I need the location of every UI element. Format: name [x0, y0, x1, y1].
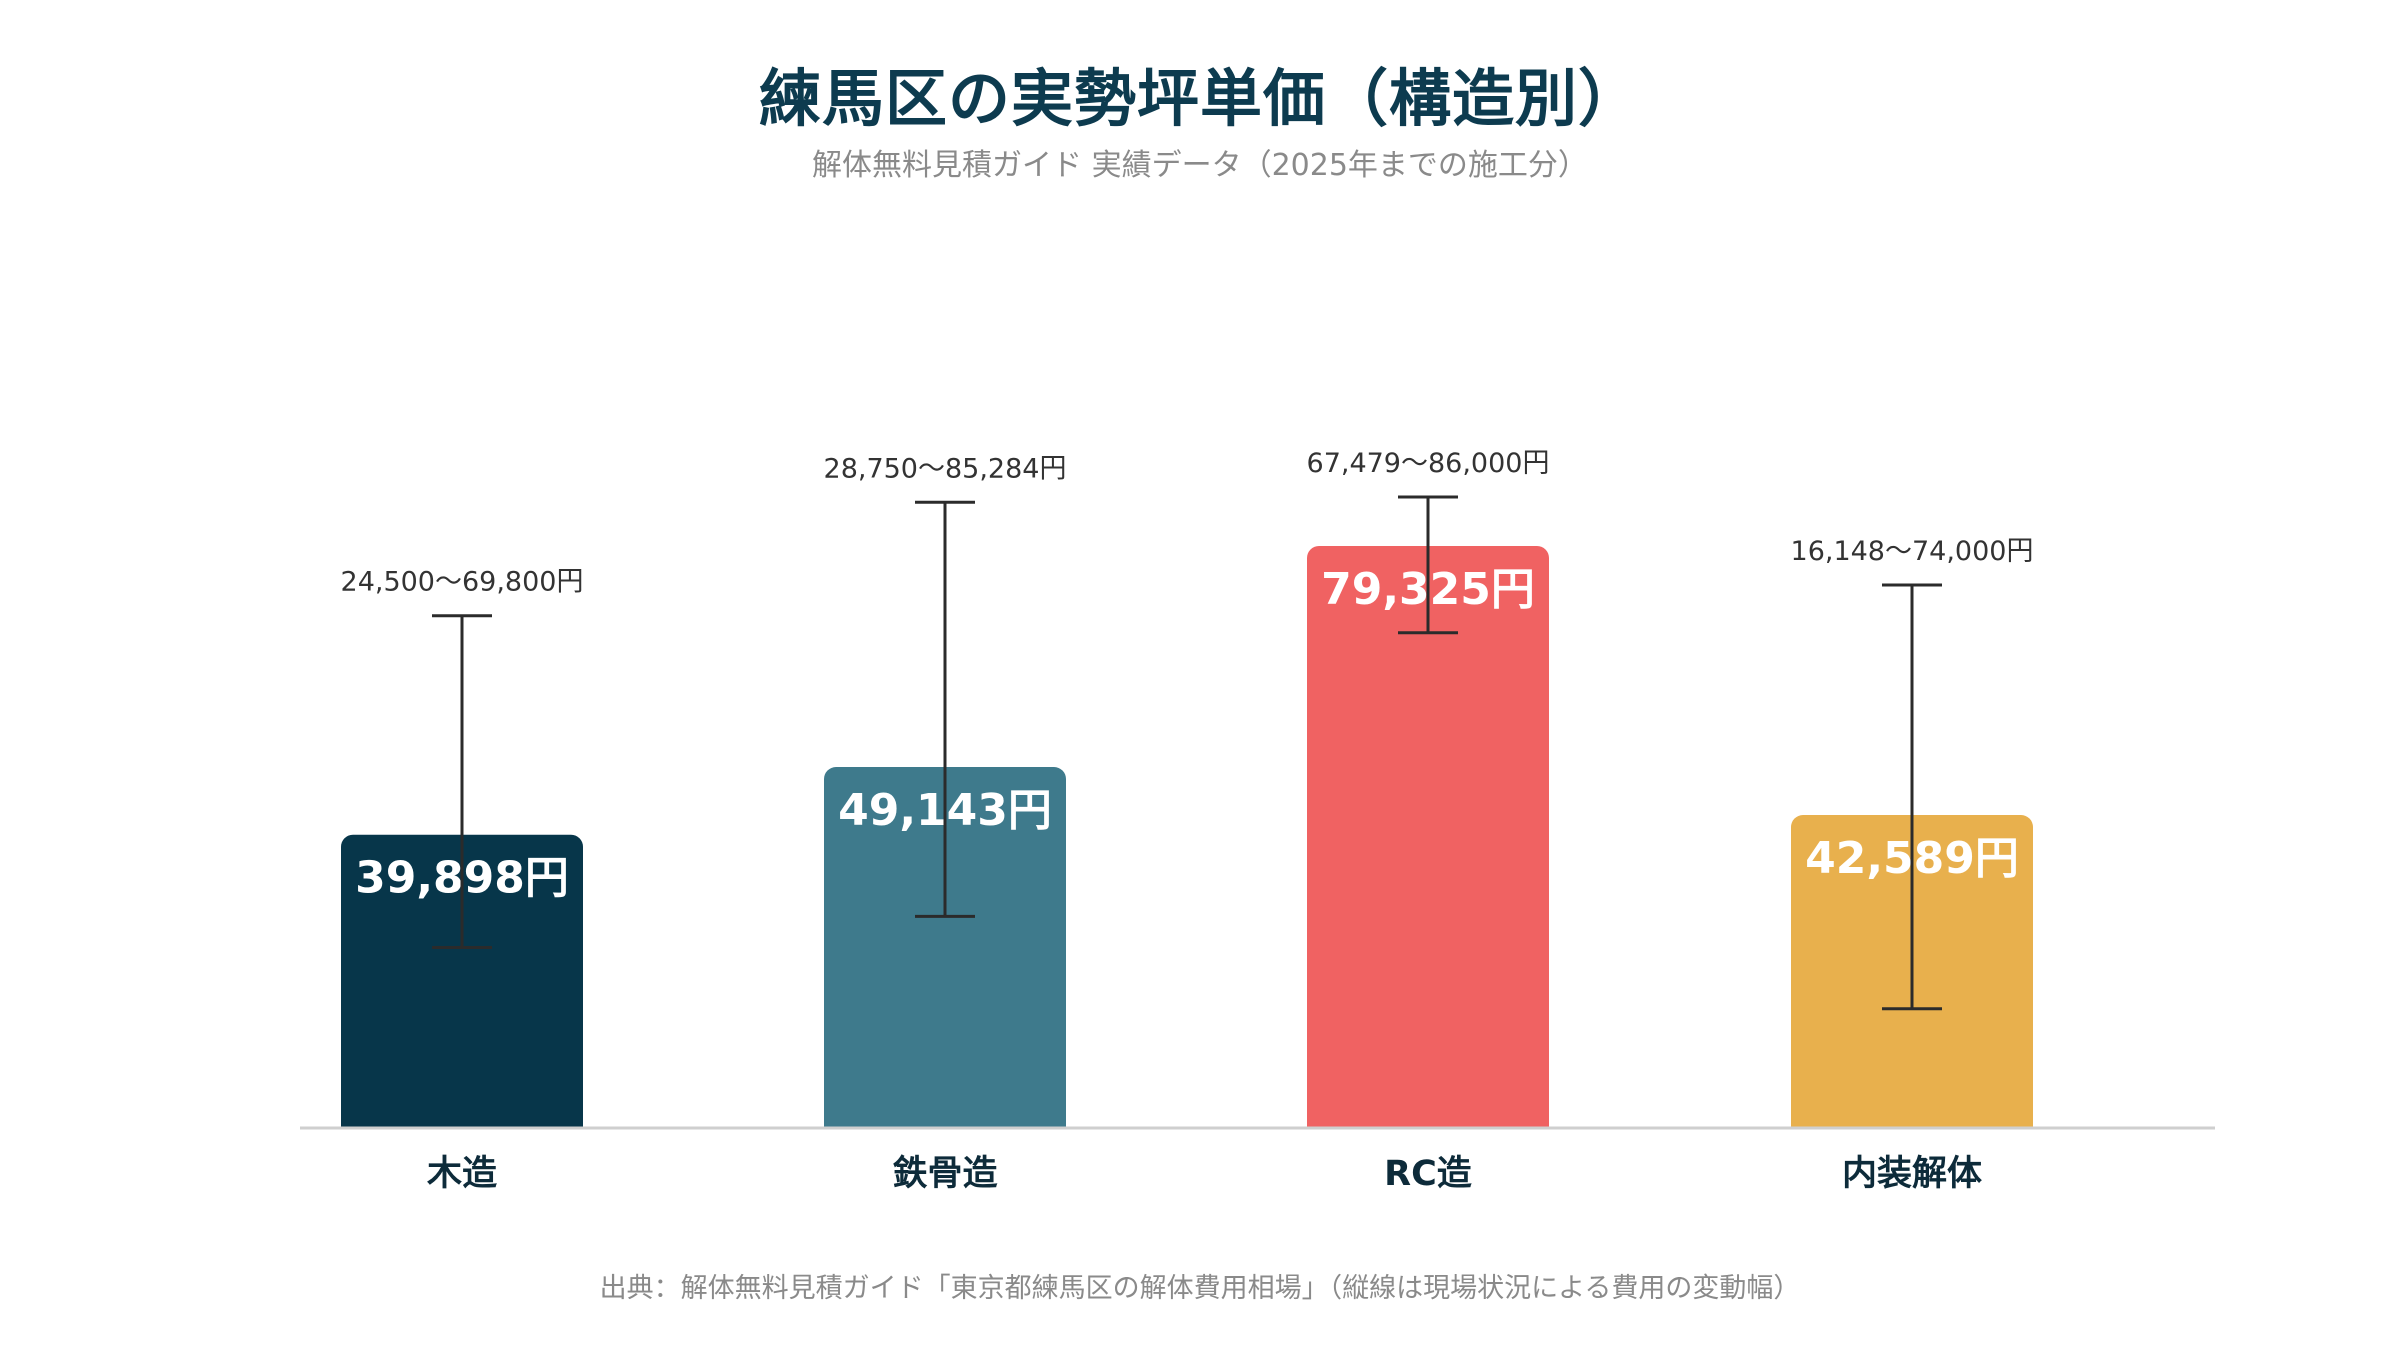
chart-subtitle: 解体無料見積ガイド 実績データ（2025年までの施工分） [812, 148, 1588, 183]
bar-base-2 [1307, 1113, 1549, 1127]
range-label-1: 28,750〜85,284円 [824, 453, 1067, 484]
category-label-0: 木造 [427, 1154, 497, 1194]
category-label-3: 内装解体 [1842, 1154, 1982, 1194]
range-error-bar-1 [915, 500, 975, 918]
chart-title: 練馬区の実勢坪単価（構造別） [758, 62, 1641, 135]
bar-base-1 [824, 1113, 1066, 1127]
range-error-bar-0 [432, 614, 492, 950]
bar-base-3 [1791, 1113, 2033, 1127]
chart-source-note: 出典：解体無料見積ガイド「東京都練馬区の解体費用相場」（縦線は現場状況による費用… [599, 1273, 1801, 1304]
range-error-bar-3 [1882, 583, 1942, 1011]
category-label-1: 鉄骨造 [892, 1153, 997, 1194]
range-label-2: 67,479〜86,000円 [1307, 448, 1550, 479]
range-label-0: 24,500〜69,800円 [341, 567, 584, 598]
range-label-3: 16,148〜74,000円 [1791, 536, 2034, 567]
bar-1 [824, 767, 1066, 1127]
range-error-bar-2 [1398, 495, 1458, 635]
bar-base-0 [341, 1113, 583, 1127]
bar-2 [1307, 545, 1549, 1127]
bar-0 [341, 834, 583, 1127]
category-label-2: RC造 [1384, 1154, 1472, 1194]
